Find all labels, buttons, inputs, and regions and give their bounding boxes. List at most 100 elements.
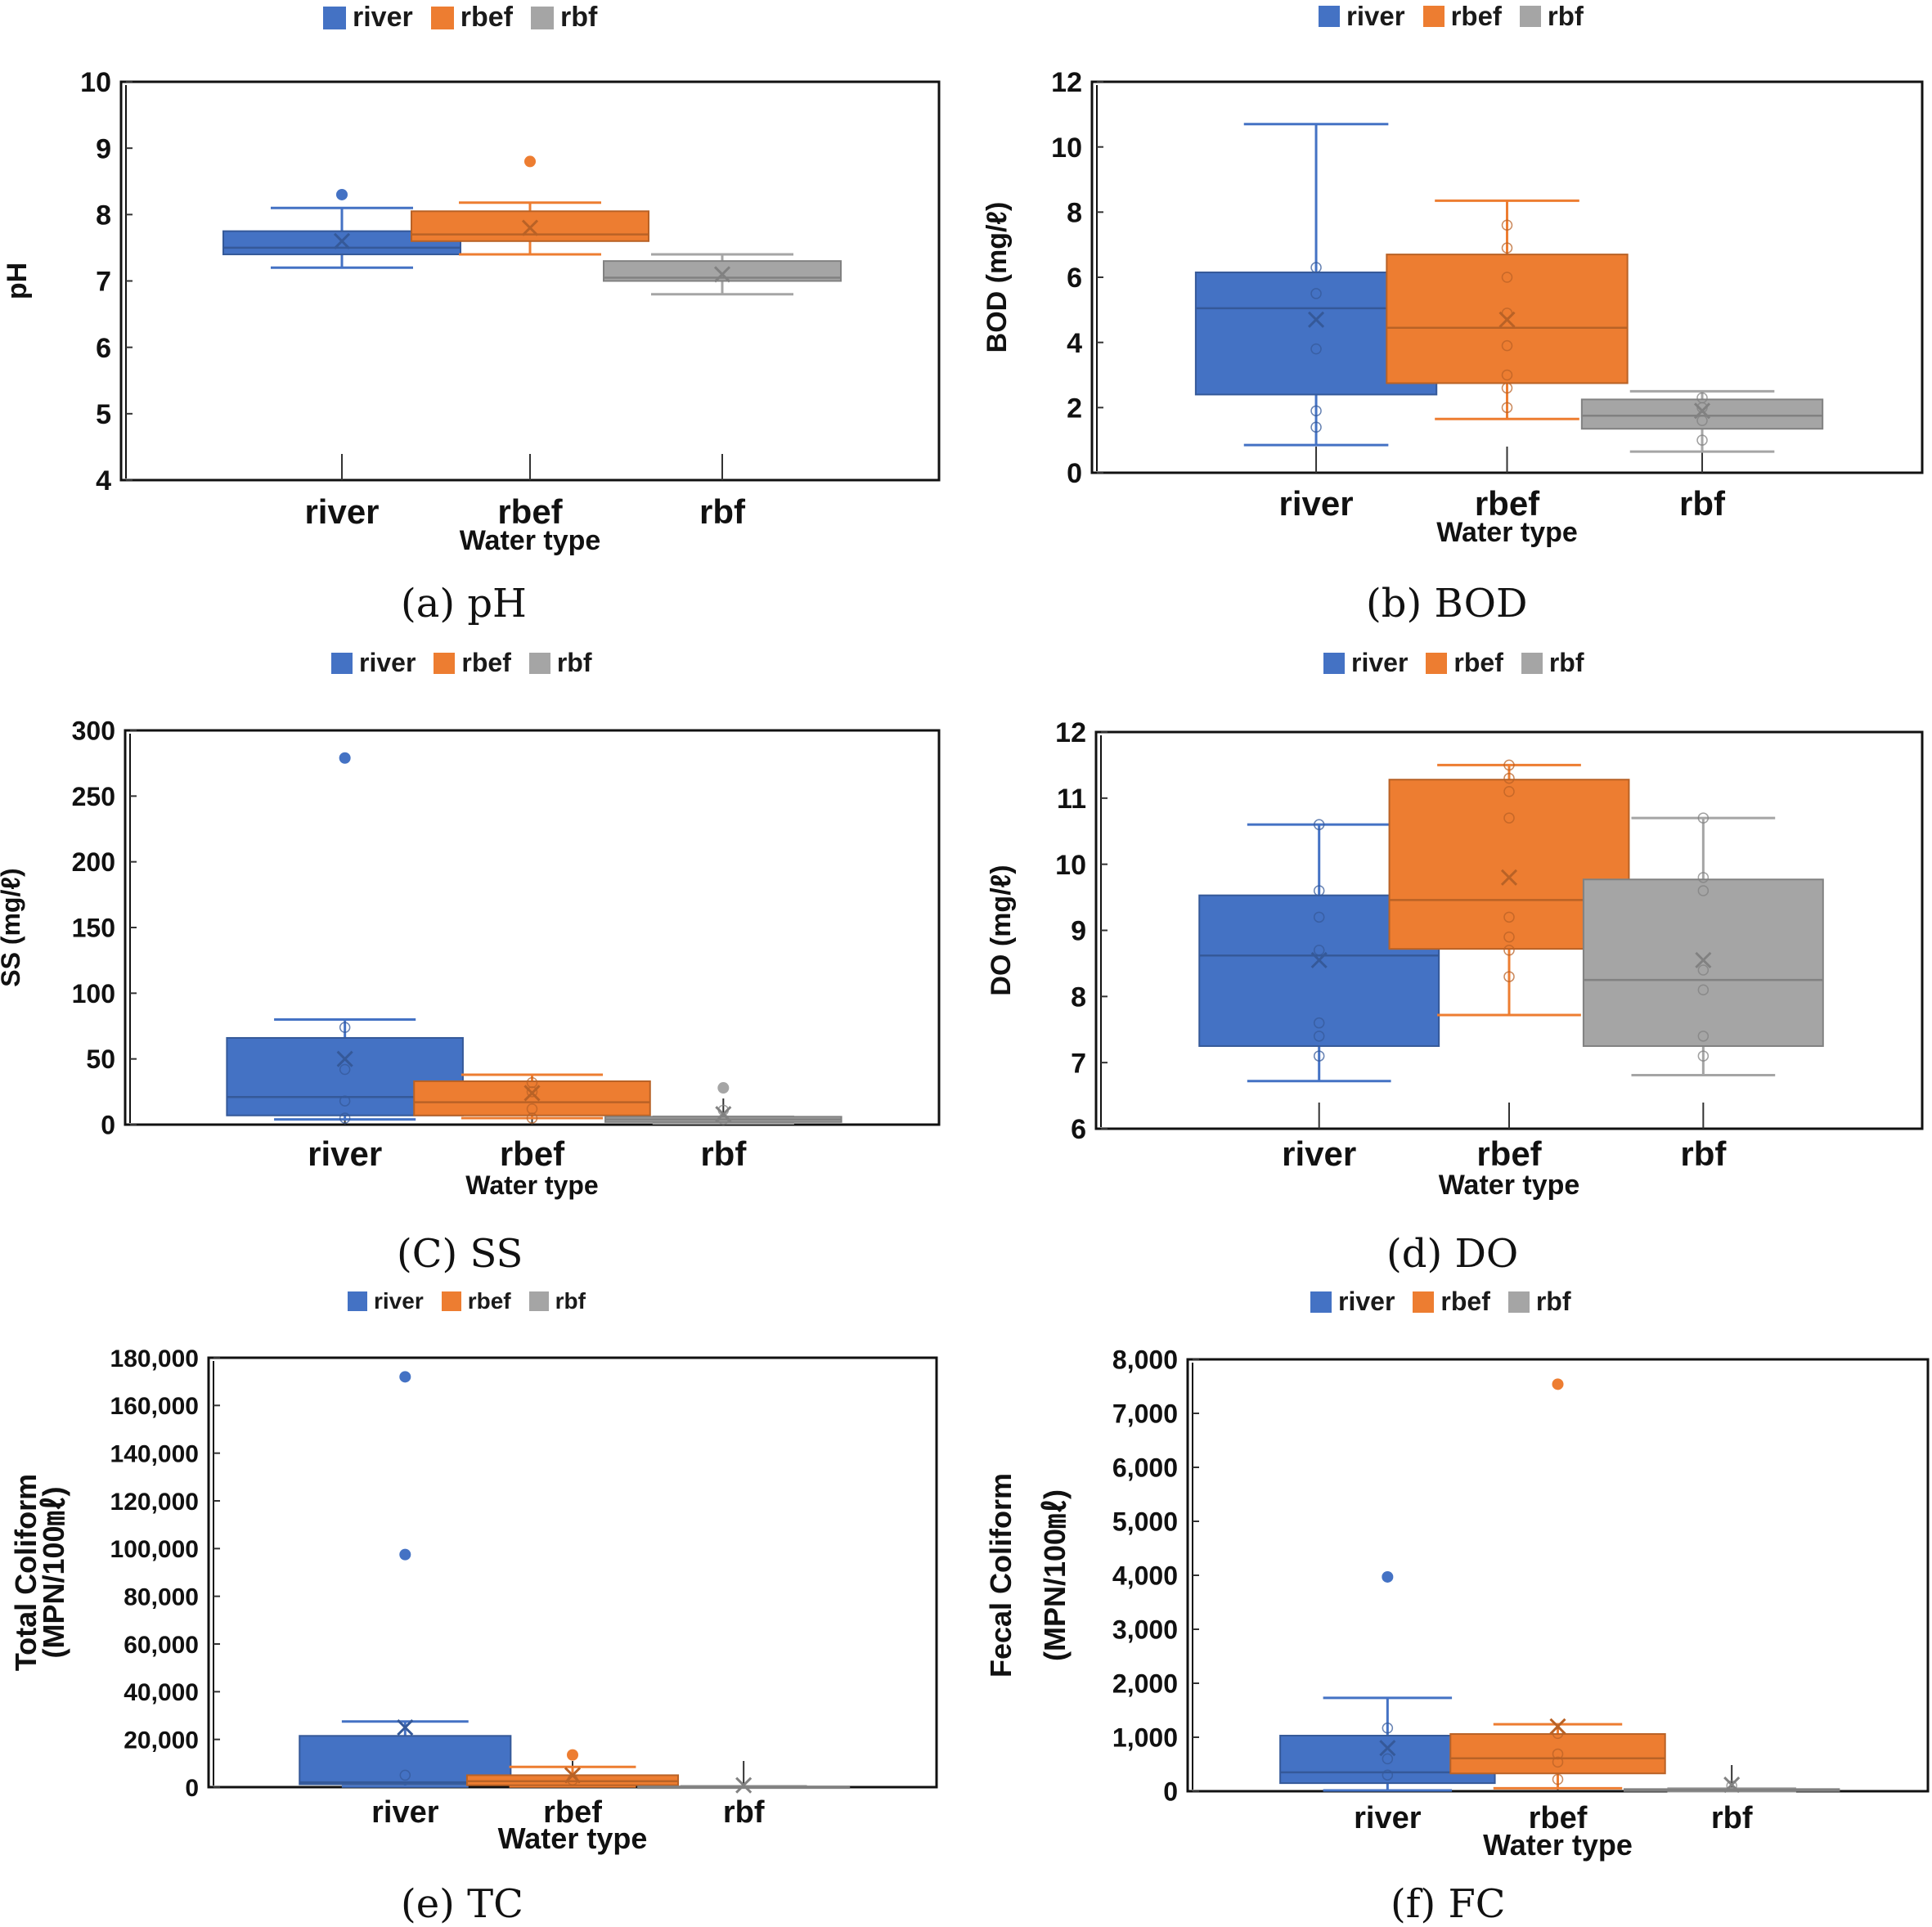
y-tick-label: 140,000 <box>110 1440 199 1467</box>
y-tick-label: 80,000 <box>124 1583 199 1610</box>
box-rbf <box>603 253 842 296</box>
legend-item-river: river <box>1323 648 1408 678</box>
data-point <box>339 1095 351 1107</box>
y-tick-label: 2 <box>1067 393 1082 424</box>
data-point <box>1310 288 1322 299</box>
data-point <box>1313 1017 1325 1029</box>
legend-item-rbf: rbf <box>528 648 592 678</box>
y-axis-title: Fecal Coliform <box>984 1473 1018 1678</box>
y-tick-label: 250 <box>72 782 115 811</box>
x-tick-label-rbf: rbf <box>723 1795 765 1830</box>
legend-swatch-river <box>348 1291 367 1311</box>
legend-swatch-rbef <box>441 1291 461 1311</box>
x-axis-title: Water type <box>498 1821 648 1855</box>
box-rbf <box>1623 1777 1840 1794</box>
data-point <box>1313 1031 1325 1042</box>
legend-item-rbf: rbf <box>530 2 598 34</box>
y-tick-label: 100 <box>72 979 115 1008</box>
mean-marker <box>1310 951 1328 968</box>
y-tick-label: 120,000 <box>110 1489 199 1516</box>
legend-item-river: river <box>1319 1 1405 32</box>
legend-swatch-rbf <box>1507 1291 1530 1313</box>
data-point <box>1552 1756 1564 1768</box>
outlier-point <box>524 155 536 168</box>
mean-marker <box>521 219 539 236</box>
y-tick-label: 10 <box>1055 850 1086 881</box>
mean-marker <box>713 266 731 283</box>
data-point <box>1697 964 1710 976</box>
box-rbef <box>1449 1378 1666 1790</box>
box-iqr <box>1582 878 1824 1047</box>
x-tick-label-river: river <box>371 1795 439 1830</box>
legend-label-rbef: rbef <box>467 1288 511 1314</box>
x-tick-label-rbf: rbf <box>699 492 746 531</box>
data-point <box>1310 343 1322 355</box>
chart-caption: (C) SS <box>397 1231 523 1277</box>
y-tick-label: 12 <box>1055 717 1086 748</box>
data-point <box>526 1076 538 1089</box>
x-axis-title: Water type <box>1439 1170 1580 1201</box>
mean-marker <box>1500 869 1518 886</box>
data-point <box>339 1112 351 1124</box>
y-tick-label: 4 <box>1067 328 1082 359</box>
outlier-point <box>336 188 348 200</box>
x-tick-label-rbf: rbf <box>1680 1134 1727 1173</box>
legend-swatch-rbf <box>1519 6 1541 27</box>
data-point <box>1382 1769 1394 1781</box>
y-tick-label: 150 <box>72 914 115 943</box>
data-point <box>1503 911 1515 923</box>
data-point <box>1501 219 1513 231</box>
legend-item-rbef: rbef <box>1422 1 1502 32</box>
x-tick-label-rbef: rbef <box>1475 484 1540 523</box>
legend-label-rbef: rbef <box>1440 1287 1490 1316</box>
box-iqr <box>226 1036 464 1116</box>
data-point <box>1503 772 1515 784</box>
mean-marker <box>564 1767 582 1784</box>
x-axis-title: Water type <box>1483 1828 1633 1862</box>
legend-item-rbef: rbef <box>434 648 511 678</box>
mean-marker <box>336 1050 353 1067</box>
outlier-point <box>399 1371 411 1383</box>
y-tick-label: 8,000 <box>1112 1345 1178 1375</box>
box-rbef <box>411 155 649 256</box>
legend: river rbef rbf <box>1310 1287 1571 1317</box>
outlier-point <box>339 752 351 764</box>
legend-item-river: river <box>348 1288 424 1314</box>
data-point <box>1697 812 1710 824</box>
data-point <box>1726 1780 1737 1792</box>
data-point <box>1503 945 1515 956</box>
data-point <box>1313 1050 1325 1062</box>
mean-marker <box>523 1085 541 1102</box>
data-point <box>1501 242 1513 254</box>
y-tick-label: 8 <box>1071 982 1086 1013</box>
y-tick-label: 7 <box>1071 1048 1086 1079</box>
outlier-point <box>1382 1570 1394 1583</box>
outlier-point <box>567 1749 578 1761</box>
y-tick-label: 160,000 <box>110 1393 199 1420</box>
y-tick-label: 3,000 <box>1112 1615 1178 1645</box>
y-tick-label: 9 <box>96 133 111 164</box>
x-tick-label-rbf: rbf <box>1711 1801 1753 1835</box>
y-tick-label: 9 <box>1071 916 1086 947</box>
legend-label-rbf: rbf <box>559 2 598 33</box>
data-point <box>1697 984 1710 995</box>
legend-item-river: river <box>323 2 413 34</box>
legend-item-rbef: rbef <box>430 2 513 34</box>
legend-item-rbf: rbf <box>1521 648 1584 678</box>
mean-marker <box>735 1777 753 1794</box>
legend-label-river: river <box>1338 1287 1395 1316</box>
legend-swatch-river <box>1319 6 1340 27</box>
data-point <box>1697 885 1710 896</box>
legend-item-rbf: rbf <box>1519 1 1584 32</box>
legend-swatch-rbf <box>1521 652 1543 674</box>
y-tick-label: 0 <box>101 1111 115 1140</box>
mean-marker <box>1695 951 1712 968</box>
mean-marker <box>1498 311 1516 328</box>
data-point <box>1310 405 1322 417</box>
box-rbef <box>1386 199 1629 420</box>
data-point <box>1382 1723 1394 1734</box>
legend-item-rbef: rbef <box>1426 648 1503 678</box>
